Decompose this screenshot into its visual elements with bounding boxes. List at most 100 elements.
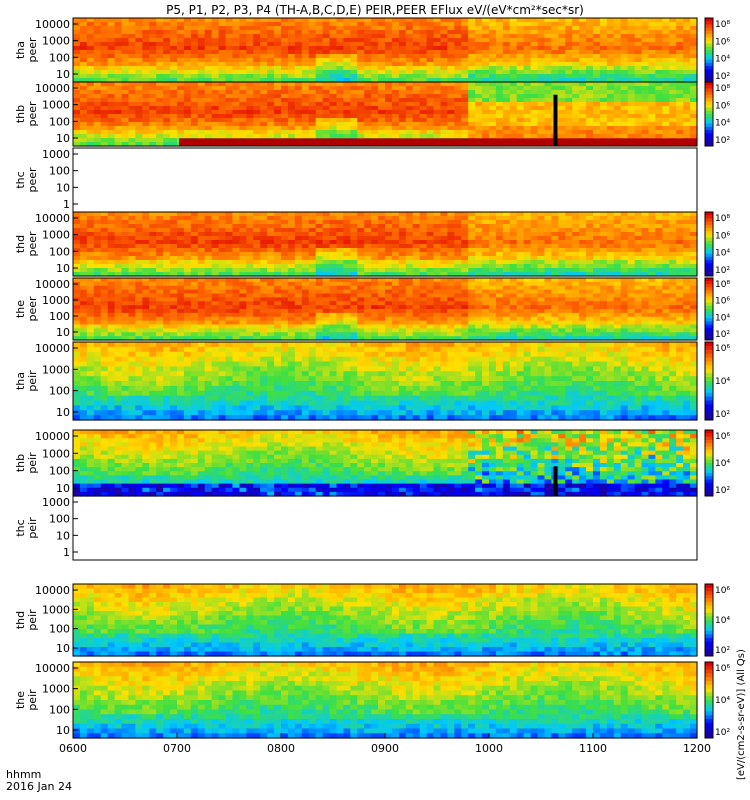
heatmap-cell bbox=[239, 220, 247, 225]
heatmap-cell bbox=[468, 38, 476, 43]
heatmap-cell bbox=[135, 244, 143, 249]
heatmap-cell bbox=[433, 18, 442, 23]
heatmap-cell bbox=[239, 285, 247, 291]
heatmap-cell bbox=[683, 240, 691, 245]
heatmap-cell bbox=[648, 220, 656, 225]
heatmap-cell bbox=[156, 74, 164, 79]
heatmap-cell bbox=[502, 264, 511, 269]
heatmap-cell bbox=[232, 212, 240, 217]
heatmap-cell bbox=[613, 102, 622, 107]
heatmap-cell bbox=[433, 30, 442, 35]
heatmap-cell bbox=[565, 42, 573, 47]
heatmap-cell bbox=[86, 220, 95, 225]
heatmap-cell bbox=[371, 212, 379, 217]
heatmap-cell bbox=[613, 126, 622, 131]
heatmap-cell bbox=[156, 272, 164, 277]
heatmap-cell bbox=[690, 122, 698, 127]
heatmap-cell bbox=[440, 130, 448, 135]
heatmap-cell bbox=[93, 212, 102, 217]
heatmap-cell bbox=[100, 324, 109, 329]
heatmap-cell bbox=[544, 34, 552, 39]
heatmap-cell bbox=[419, 58, 428, 63]
heatmap-cell bbox=[204, 78, 213, 83]
heatmap-cell bbox=[197, 212, 206, 217]
heatmap-cell bbox=[683, 50, 691, 55]
heatmap-cell bbox=[440, 244, 448, 249]
heatmap-cell bbox=[343, 46, 351, 51]
heatmap-cell bbox=[530, 66, 539, 71]
heatmap-cell bbox=[391, 46, 400, 51]
heatmap-cell bbox=[648, 54, 656, 59]
heatmap-cell bbox=[114, 34, 123, 39]
heatmap-cell bbox=[100, 220, 109, 225]
heatmap-cell bbox=[128, 26, 136, 31]
heatmap-cell bbox=[426, 212, 435, 217]
heatmap-cell bbox=[350, 74, 358, 79]
heatmap-cell bbox=[391, 102, 400, 107]
heatmap-cell bbox=[655, 240, 663, 245]
heatmap-cell bbox=[128, 54, 136, 59]
heatmap-cell bbox=[93, 224, 102, 229]
heatmap-cell bbox=[287, 289, 296, 295]
heatmap-cell bbox=[502, 272, 511, 277]
heatmap-cell bbox=[149, 98, 157, 103]
heatmap-cell bbox=[239, 38, 247, 43]
heatmap-cell bbox=[482, 22, 490, 27]
heatmap-cell bbox=[294, 122, 303, 127]
heatmap-cell bbox=[419, 216, 428, 221]
heatmap-cell bbox=[156, 328, 164, 333]
heatmap-cell bbox=[669, 74, 677, 79]
heatmap-cell bbox=[544, 66, 552, 71]
colorbar-segment bbox=[705, 91, 713, 96]
heatmap-cell bbox=[475, 98, 483, 103]
heatmap-cell bbox=[121, 309, 130, 314]
heatmap-cell bbox=[281, 82, 289, 87]
heatmap-cell bbox=[357, 90, 365, 95]
heatmap-cell bbox=[551, 90, 559, 95]
heatmap-cell bbox=[350, 212, 358, 217]
heatmap-cell bbox=[606, 114, 615, 119]
heatmap-cell bbox=[170, 228, 178, 233]
heatmap-cell bbox=[301, 285, 310, 291]
heatmap-cell bbox=[447, 268, 455, 273]
colorbar-segment bbox=[705, 46, 713, 51]
heatmap-cell bbox=[468, 102, 476, 107]
heatmap-cell bbox=[204, 320, 213, 326]
heatmap-cell bbox=[239, 118, 247, 123]
heatmap-cell bbox=[107, 260, 116, 265]
heatmap-cell bbox=[683, 220, 691, 225]
heatmap-cell bbox=[93, 320, 102, 326]
heatmap-cell bbox=[322, 62, 331, 67]
heatmap-cell bbox=[627, 78, 636, 83]
heatmap-cell bbox=[163, 232, 171, 237]
heatmap-cell bbox=[121, 90, 130, 95]
heatmap-cell bbox=[287, 22, 296, 27]
heatmap-cell bbox=[156, 94, 164, 99]
heatmap-cell bbox=[613, 216, 622, 221]
heatmap-cell bbox=[204, 126, 213, 131]
heatmap-cell bbox=[336, 102, 344, 107]
heatmap-cell bbox=[197, 278, 206, 283]
heatmap-cell bbox=[551, 82, 559, 87]
heatmap-cell bbox=[648, 252, 656, 257]
heatmap-cell bbox=[267, 293, 275, 298]
heatmap-cell bbox=[537, 212, 546, 217]
heatmap-cell bbox=[593, 26, 601, 31]
heatmap-cell bbox=[149, 278, 157, 283]
heatmap-cell bbox=[121, 281, 130, 287]
heatmap-cell bbox=[281, 106, 289, 111]
heatmap-cell bbox=[73, 285, 81, 291]
heatmap-cell bbox=[281, 34, 289, 39]
heatmap-cell bbox=[218, 26, 227, 31]
heatmap-cell bbox=[239, 78, 247, 83]
heatmap-cell bbox=[482, 18, 490, 23]
heatmap-cell bbox=[461, 18, 469, 23]
heatmap-cell bbox=[419, 122, 428, 127]
heatmap-cell bbox=[274, 122, 282, 127]
heatmap-cell bbox=[426, 122, 435, 127]
heatmap-cell bbox=[86, 30, 95, 35]
heatmap-cell bbox=[537, 82, 546, 87]
heatmap-cell bbox=[683, 228, 691, 233]
heatmap-cell bbox=[676, 58, 684, 63]
heatmap-cell bbox=[343, 94, 351, 99]
